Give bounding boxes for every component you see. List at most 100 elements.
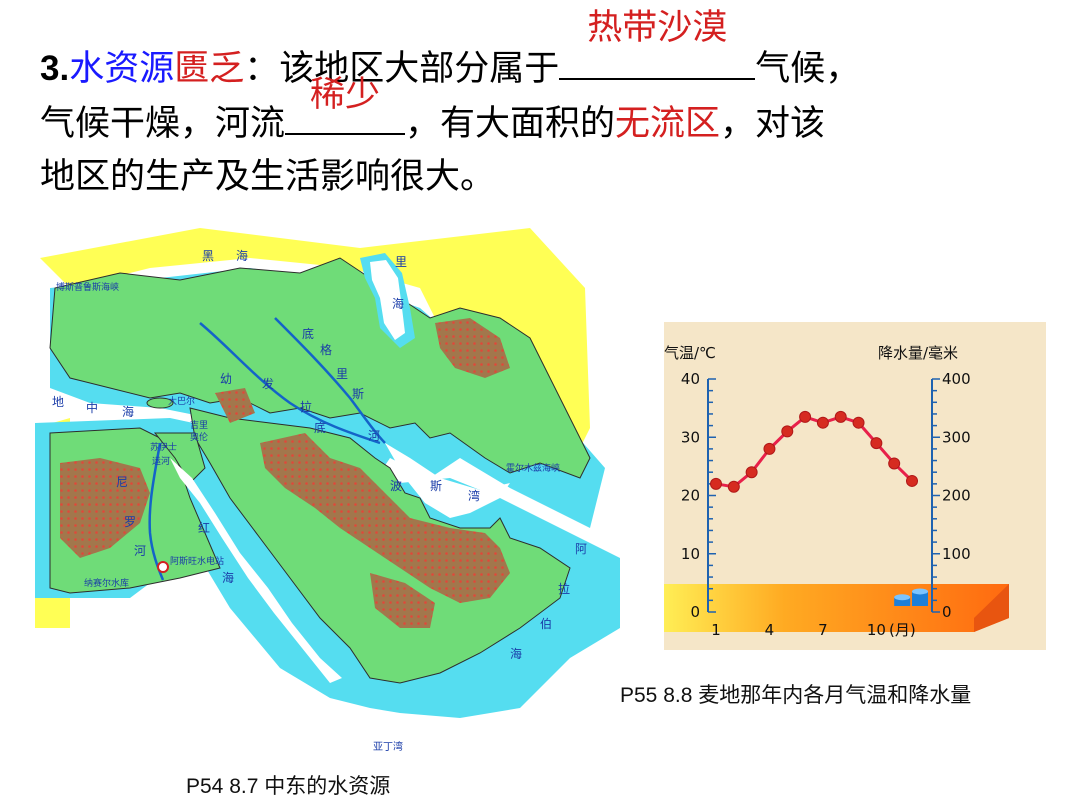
x-tick-label: 7 — [818, 621, 828, 639]
right-tick-label: 400 — [942, 370, 971, 388]
aswan-dam-marker — [157, 561, 169, 573]
temperature-point — [816, 416, 829, 429]
label-euph-4: 底 — [314, 420, 326, 435]
desert-arabia — [260, 433, 510, 603]
blank-1: 热带沙漠 — [559, 8, 756, 80]
topic-scarcity: 匮乏 — [174, 49, 245, 89]
right-tick-label: 0 — [942, 603, 952, 621]
temperature-point — [799, 410, 812, 423]
temperature-point — [834, 410, 847, 423]
label-caspian-1: 里 — [395, 255, 407, 269]
left-axis-label: 气温/℃ — [664, 344, 716, 362]
label-suez-2: 运河 — [152, 455, 170, 467]
tigris-river — [274, 317, 386, 444]
x-tick-label: 10 — [867, 621, 886, 639]
label-arab-3: 伯 — [540, 616, 552, 631]
label-arab-1: 阿 — [575, 542, 587, 556]
label-red-2: 海 — [222, 570, 234, 585]
euphrates-river — [199, 322, 381, 445]
persian-gulf — [385, 443, 510, 518]
label-euph-1: 幼 — [220, 372, 232, 386]
label-persian-1: 波 — [390, 479, 402, 493]
right-tick-label: 100 — [942, 545, 971, 563]
line3-text: 地区的生产及生活影响很大。 — [40, 157, 496, 197]
line2-mid: ，有大面积的 — [405, 104, 616, 144]
label-med-2: 中 — [86, 400, 98, 415]
label-nile-3: 河 — [134, 544, 146, 558]
label-tigr-2: 格 — [320, 342, 332, 357]
left-tick-label: 30 — [681, 428, 700, 446]
answer-1: 热带沙漠 — [587, 8, 728, 48]
label-arab-2: 拉 — [558, 581, 570, 596]
x-tick-label: 1 — [711, 621, 721, 639]
label-aswan: 阿斯旺水电站 — [170, 555, 224, 567]
question-line-2: 气候干燥，河流 稀少 ，有大面积的无流区，对该 — [40, 75, 1060, 150]
label-small-2: 吉里 — [190, 420, 208, 431]
left-tick-label: 40 — [681, 370, 700, 388]
blank-2: 稀少 — [285, 75, 406, 135]
label-caspian-2: 海 — [392, 296, 404, 311]
line2-end: ，对该 — [720, 104, 826, 144]
no-runoff-area: 无流区 — [615, 104, 721, 144]
label-black-sea-2: 海 — [236, 248, 248, 263]
cyprus — [146, 397, 174, 409]
answer-2: 稀少 — [310, 75, 381, 115]
temperature-point — [906, 474, 918, 487]
label-med-3: 海 — [122, 404, 134, 419]
label-hormuz: 霍尔木兹海峡 — [506, 462, 560, 474]
land-north — [49, 257, 591, 479]
map-caption: P54 8.7 中东的水资源 — [186, 775, 391, 798]
label-small-3: 奥伦 — [190, 431, 208, 443]
temperature-point — [745, 466, 758, 479]
label-suez-1: 苏伊士 — [150, 441, 177, 453]
label-persian-2: 斯 — [430, 479, 442, 493]
label-tigr-4: 斯 — [352, 387, 364, 401]
desert-egypt — [60, 458, 150, 558]
temperature-point — [870, 437, 883, 450]
right-tick-label: 200 — [942, 487, 971, 505]
left-tick-label: 0 — [690, 603, 700, 621]
line1-text: 该地区大部分属于 — [279, 49, 560, 89]
red-sea — [170, 458, 342, 683]
right-tick-label: 300 — [942, 428, 971, 446]
label-nasser: 纳赛尔水库 — [84, 577, 129, 589]
colon: ： — [244, 49, 280, 89]
label-arab-4: 海 — [510, 646, 522, 661]
question-text: 3.水资源匮乏：该地区大部分属于 热带沙漠 气候， 气候干燥，河流 稀少 ，有大面积的无… — [40, 8, 1060, 205]
question-number: 3. — [40, 49, 70, 88]
x-tick-label: 4 — [765, 621, 775, 639]
desert-rub-al-khali — [370, 573, 435, 628]
temperature-point — [727, 480, 740, 493]
label-bosporus: 博斯普鲁斯海峡 — [56, 281, 119, 293]
label-med-1: 地 — [52, 395, 64, 409]
line2-start: 气候干燥，河流 — [40, 104, 286, 144]
label-tigr-5: 河 — [368, 429, 380, 443]
left-tick-label: 20 — [681, 487, 700, 505]
temperature-point — [710, 477, 722, 490]
label-tigr-1: 底 — [302, 326, 314, 341]
desert-iran — [435, 318, 510, 378]
label-nile-1: 尼 — [116, 475, 128, 489]
question-line-3: 地区的生产及生活影响很大。 — [40, 150, 1060, 205]
temperature-point — [852, 416, 865, 429]
line1-end: 气候， — [755, 49, 861, 89]
label-aden: 亚丁湾 — [373, 740, 403, 753]
label-small-1: 大巴尔 — [168, 395, 195, 407]
label-red-1: 红 — [198, 520, 210, 535]
middle-east-water-map: 黑 海 里 海 地 中 海 波 斯 湾 红 海 阿 拉 伯 海 亚丁湾 幼 发 … — [30, 228, 620, 758]
label-euph-3: 拉 — [300, 399, 312, 414]
x-unit-label: (月) — [889, 621, 916, 639]
left-tick-label: 10 — [681, 545, 700, 563]
land-sinai — [153, 432, 206, 484]
label-euph-2: 发 — [262, 376, 274, 391]
chart-caption: P55 8.8 麦地那年内各月气温和降水量 — [620, 684, 972, 707]
temperature-point — [763, 442, 776, 455]
desert-syria — [215, 388, 255, 423]
right-axis-label: 降水量/毫米 — [878, 344, 958, 362]
caspian-sea-water — [370, 260, 405, 340]
label-tigr-3: 里 — [336, 367, 348, 381]
temperature-point — [781, 425, 794, 438]
precipitation-bar-top — [912, 588, 928, 595]
neighbor-land-north — [40, 228, 590, 458]
